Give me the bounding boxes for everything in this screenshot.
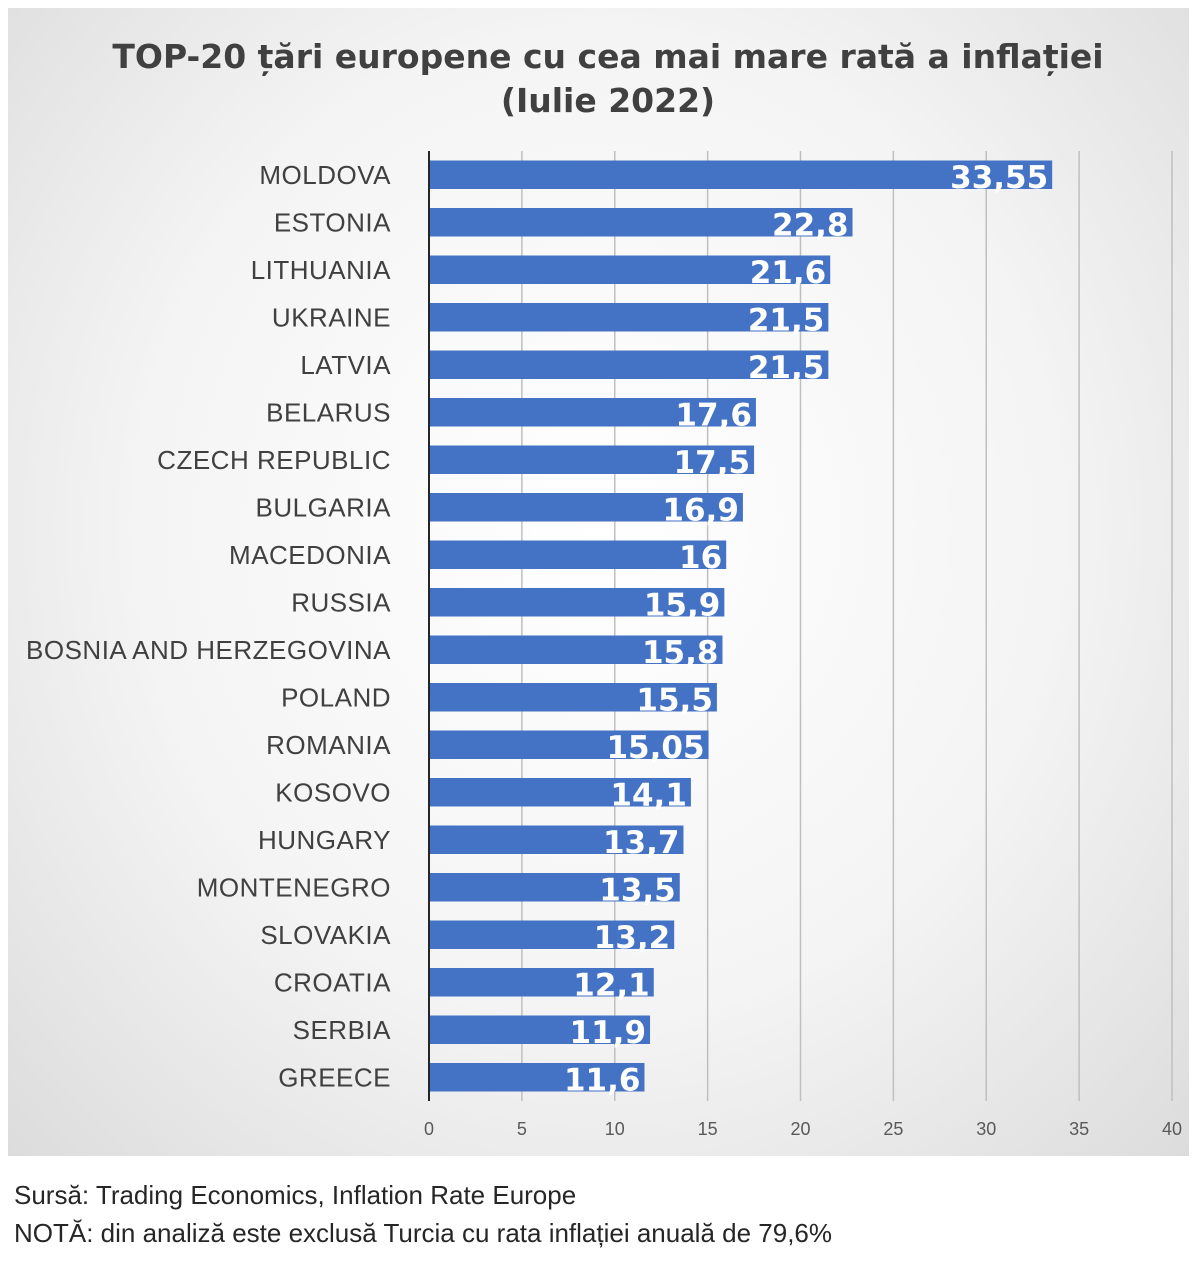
bar	[429, 160, 1053, 189]
bar	[429, 778, 691, 807]
bar	[429, 873, 680, 902]
category-label: MOLDOVA	[259, 160, 391, 190]
value-label: 21,5	[748, 350, 825, 386]
bar	[429, 683, 717, 712]
value-label: 13,2	[594, 920, 671, 956]
category-label: HUNGARY	[258, 825, 391, 855]
category-label: LATVIA	[300, 350, 391, 380]
category-label: ESTONIA	[274, 207, 391, 237]
bar	[429, 588, 725, 617]
value-label: 15,9	[644, 587, 721, 623]
category-label: BELARUS	[266, 397, 391, 427]
value-label: 12,1	[573, 967, 650, 1003]
value-label: 21,6	[750, 255, 827, 291]
chart-area: TOP-20 țări europene cu cea mai mare rat…	[8, 8, 1189, 1156]
x-tick-label: 25	[883, 1119, 903, 1139]
category-label: CZECH REPUBLIC	[157, 445, 391, 475]
category-label: SERBIA	[293, 1015, 392, 1045]
value-label: 11,6	[564, 1062, 641, 1098]
category-label: POLAND	[281, 682, 391, 712]
value-label: 16,9	[662, 492, 739, 528]
footer-notes: Sursă: Trading Economics, Inflation Rate…	[14, 1176, 832, 1252]
value-label: 17,5	[674, 445, 751, 481]
bar	[429, 398, 756, 427]
bar	[429, 1015, 651, 1044]
x-tick-label: 30	[976, 1119, 996, 1139]
value-label: 17,6	[675, 397, 752, 433]
source-note: Sursă: Trading Economics, Inflation Rate…	[14, 1180, 577, 1210]
bar	[429, 730, 709, 759]
exclusion-note: NOTĂ: din analiză este exclusă Turcia cu…	[14, 1218, 833, 1248]
value-label: 15,8	[642, 635, 719, 671]
category-label: BULGARIA	[256, 492, 392, 522]
bar	[429, 540, 727, 569]
bar	[429, 968, 654, 997]
value-label: 13,5	[599, 872, 676, 908]
x-tick-label: 40	[1162, 1119, 1182, 1139]
value-label: 22,8	[772, 207, 849, 243]
x-tick-label: 5	[517, 1119, 527, 1139]
chart-subtitle: (Iulie 2022)	[501, 81, 715, 120]
bar	[429, 303, 829, 332]
bar	[429, 445, 755, 474]
value-label: 14,1	[610, 777, 687, 813]
category-label: SLOVAKIA	[260, 920, 391, 950]
value-label: 16	[679, 540, 722, 576]
value-label: 11,9	[570, 1015, 647, 1051]
x-tick-label: 15	[698, 1119, 718, 1139]
category-label: BOSNIA AND HERZEGOVINA	[26, 635, 391, 665]
bar	[429, 635, 723, 664]
x-tick-label: 20	[790, 1119, 810, 1139]
bar	[429, 493, 743, 522]
category-label: CROATIA	[274, 967, 391, 997]
category-label: MONTENEGRO	[197, 872, 391, 902]
category-label: GREECE	[278, 1062, 391, 1092]
bar	[429, 920, 675, 949]
bar	[429, 1063, 645, 1092]
value-label: 33,55	[950, 160, 1048, 196]
chart-title: TOP-20 țări europene cu cea mai mare rat…	[112, 37, 1103, 76]
bar	[429, 825, 684, 854]
category-label: UKRAINE	[272, 302, 391, 332]
category-label: MACEDONIA	[229, 540, 391, 570]
value-label: 15,5	[636, 682, 713, 718]
x-tick-label: 10	[605, 1119, 625, 1139]
value-label: 15,05	[606, 730, 704, 766]
value-label: 21,5	[748, 302, 825, 338]
bar	[429, 350, 829, 379]
bar	[429, 255, 831, 284]
category-label: LITHUANIA	[251, 255, 391, 285]
bar	[429, 208, 853, 237]
x-tick-label: 0	[424, 1119, 434, 1139]
x-tick-label: 35	[1069, 1119, 1089, 1139]
category-label: KOSOVO	[275, 777, 391, 807]
category-label: ROMANIA	[266, 730, 391, 760]
bar-chart: TOP-20 țări europene cu cea mai mare rat…	[26, 37, 1182, 1139]
category-label: RUSSIA	[291, 587, 391, 617]
value-label: 13,7	[603, 825, 680, 861]
